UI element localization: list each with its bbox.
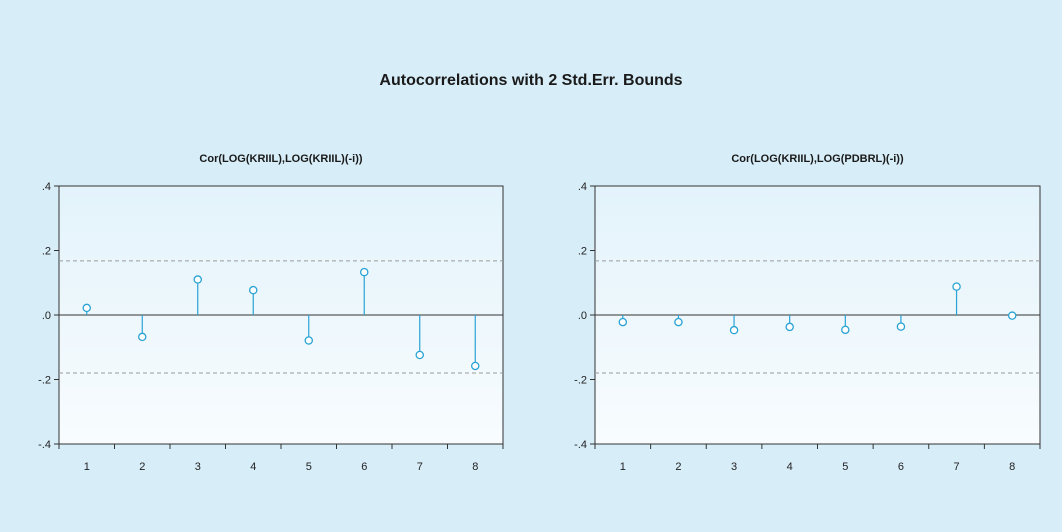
panel-1-y-tick-label: .4 xyxy=(42,181,51,193)
panel-1-y-tick-label: .2 xyxy=(42,246,51,258)
figure-title: Autocorrelations with 2 Std.Err. Bounds xyxy=(379,72,683,89)
panel-1-x-tick-label: 3 xyxy=(195,461,201,473)
panel-2-y-tick-label: .0 xyxy=(578,310,587,322)
panel-2-point xyxy=(1007,311,1017,320)
panel-1-point xyxy=(470,361,480,371)
panel-2-x-tick-label: 1 xyxy=(620,461,626,473)
panel-1-point xyxy=(248,285,258,295)
panel-2-point xyxy=(618,317,628,327)
panel-1-x-tick-label: 7 xyxy=(417,461,423,473)
panel-2-point xyxy=(841,325,850,335)
panel-1-x-tick-label: 5 xyxy=(306,461,312,473)
panel-2-point xyxy=(674,317,683,327)
panel-2-x-tick-label: 6 xyxy=(898,461,904,473)
panel-2-x-tick-label: 8 xyxy=(1009,461,1015,473)
panel-1-x-tick-label: 6 xyxy=(361,461,367,473)
panel-1-x-tick-label: 8 xyxy=(472,461,478,473)
panel-1-x-tick-label: 1 xyxy=(84,461,90,473)
panel-2-x-tick-label: 5 xyxy=(842,461,848,473)
panel-2-x-tick-label: 7 xyxy=(954,461,960,473)
panel-2-y-tick-label: .2 xyxy=(578,246,587,258)
panel-2-x-tick-label: 3 xyxy=(731,461,737,473)
panel-2-point xyxy=(952,282,961,291)
panel-1-y-tick-label: -.2 xyxy=(38,375,51,387)
panel-1-y-tick-label: -.4 xyxy=(38,439,51,451)
panel-2-point xyxy=(729,325,739,335)
panel-1-title: Cor(LOG(KRIIL),LOG(KRIIL)(-i)) xyxy=(199,153,362,165)
panel-2-y-tick-label: -.4 xyxy=(574,439,587,451)
panel-1-point xyxy=(304,336,313,345)
panel-1-y-tick-label: .0 xyxy=(42,310,51,322)
panel-1-point xyxy=(82,303,92,313)
panel-1-point xyxy=(415,350,424,360)
panel-1-x-tick-label: 2 xyxy=(139,461,145,473)
panel-1-point xyxy=(193,275,202,284)
panel-2-point xyxy=(896,322,906,331)
panel-2-x-tick-label: 4 xyxy=(787,461,793,473)
panel-1-x-tick-label: 4 xyxy=(250,461,256,473)
panel-1-point xyxy=(137,332,147,342)
panel-2-y-tick-label: .4 xyxy=(578,181,587,193)
panel-2-title: Cor(LOG(KRIIL),LOG(PDBRL)(-i)) xyxy=(731,153,904,165)
panel-1-point xyxy=(359,267,369,277)
panel-2-y-tick-label: -.2 xyxy=(574,375,587,387)
panel-2-x-tick-label: 2 xyxy=(675,461,681,473)
panel-2-point xyxy=(785,322,794,332)
